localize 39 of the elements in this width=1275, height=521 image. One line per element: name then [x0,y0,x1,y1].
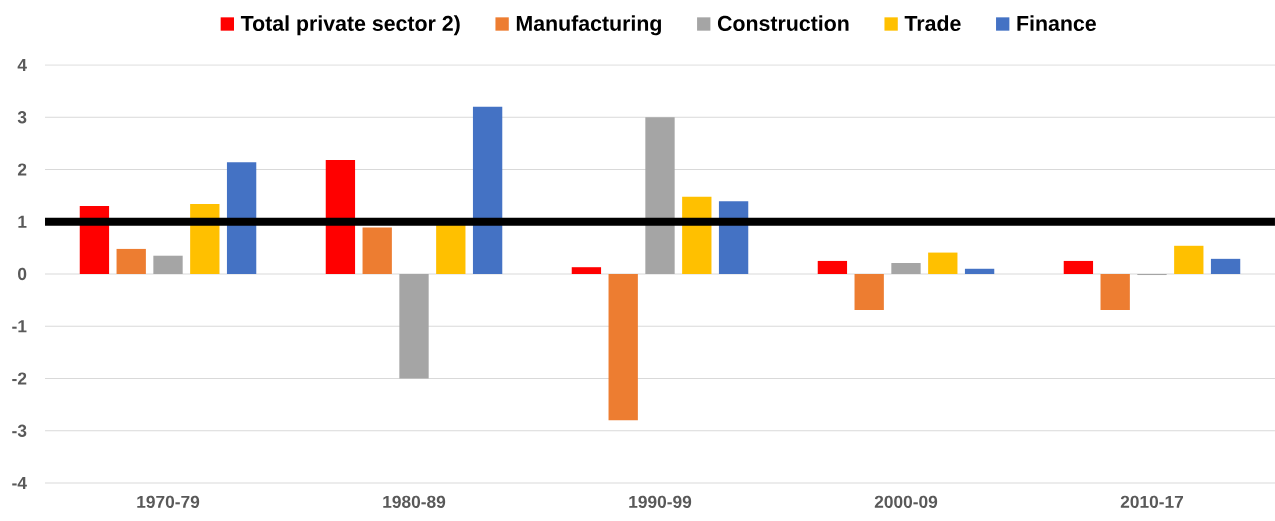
y-tick-label: 3 [17,111,27,124]
bar [817,260,848,274]
bar [928,252,958,274]
x-tick-label: 1970-79 [137,495,200,508]
bar [116,248,146,274]
bar [1063,260,1094,274]
x-tick-label: 1990-99 [629,495,692,508]
legend-label: Total private sector 2) [240,15,460,36]
bar [608,273,638,421]
bar [436,224,466,274]
bar [1174,245,1204,274]
bar [399,273,429,379]
x-tick-label: 2000-09 [874,495,938,508]
x-tick-label: 1980-89 [383,495,446,508]
bar [325,160,356,274]
legend-label: Finance [1017,15,1096,31]
bar [854,273,884,311]
legend-label: Manufacturing [516,15,661,36]
bar [964,268,995,274]
bar [1210,258,1241,274]
y-tick-label: 0 [18,267,27,281]
bar [226,162,257,274]
bar [153,255,183,274]
y-tick-label: 4 [17,59,27,71]
bar [891,263,921,274]
bar [571,267,602,274]
legend-label: Trade [904,15,961,31]
x-tick-label: 2010-17 [1120,495,1184,508]
y-tick-label: -1 [12,320,27,333]
y-tick-label: 2 [17,163,27,176]
y-tick-label: -4 [12,477,27,489]
legend-label: Construction [717,15,849,31]
y-tick-label: 1 [18,215,27,228]
bar [362,227,392,274]
bar [1100,273,1130,311]
y-tick-label: -3 [12,424,27,437]
y-tick-label: -2 [12,372,27,385]
bar [645,117,675,274]
bar [472,106,503,274]
